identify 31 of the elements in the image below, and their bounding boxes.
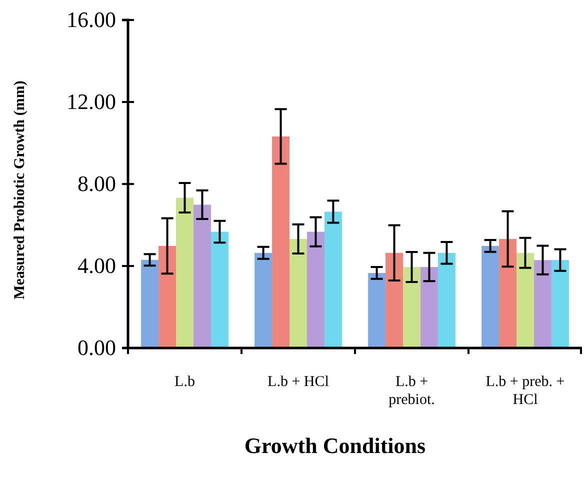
y-tick-label: 16.00: [66, 7, 116, 32]
bar: [141, 260, 159, 348]
x-axis-title: Growth Conditions: [244, 433, 426, 458]
bar: [193, 204, 211, 348]
x-tick-label: L.b: [174, 374, 195, 390]
bar: [176, 198, 194, 348]
bar: [290, 238, 307, 348]
bar: [482, 246, 500, 348]
bar: [551, 260, 569, 348]
bar: [272, 136, 290, 348]
bar: [534, 260, 552, 348]
y-tick-label: 12.00: [66, 89, 116, 114]
bar: [438, 252, 456, 348]
y-tick-label: 8.00: [78, 171, 116, 196]
bar: [403, 267, 420, 348]
bar: [368, 272, 386, 348]
bar: [158, 246, 176, 348]
bar: [386, 252, 404, 348]
y-axis-title: Measured Probiotic Growth (mm): [12, 80, 28, 300]
bar: [254, 252, 272, 348]
bar: [210, 232, 228, 348]
x-tick-label: L.b + preb. + HCl: [486, 374, 565, 408]
bar: [516, 252, 534, 348]
y-tick-label: 4.00: [78, 253, 116, 278]
bar: [499, 238, 517, 348]
y-tick-label: 0.00: [78, 335, 116, 360]
bar: [420, 267, 438, 348]
bar: [324, 212, 342, 348]
x-tick-label: L.b + prebiot.: [388, 374, 435, 408]
x-tick-label: L.b + HCl: [268, 374, 329, 390]
bar: [306, 232, 324, 348]
